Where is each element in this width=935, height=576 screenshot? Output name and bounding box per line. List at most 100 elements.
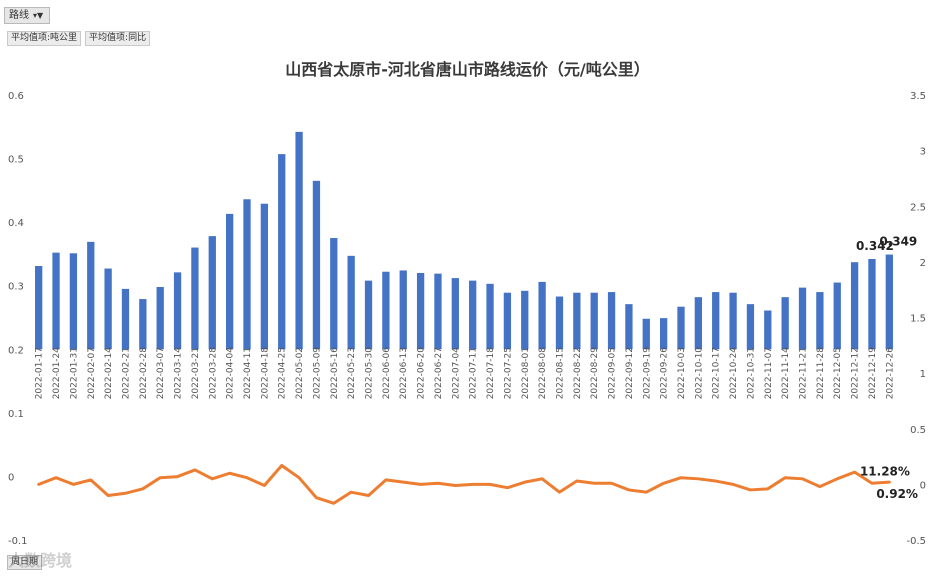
x-tick-label: 2022-12-12	[851, 347, 861, 399]
x-tick-label: 2022-12-26	[885, 347, 895, 400]
bar	[208, 236, 216, 350]
y-right-tick-label: 0.5	[910, 425, 926, 436]
y-left-tick-label: 0.5	[8, 155, 24, 166]
field-tags: 平均值项:吨公里 平均值项:同比	[7, 31, 151, 46]
x-tick-label: 2022-03-28	[208, 347, 218, 400]
y-left-tick-label: 0.3	[8, 282, 24, 293]
field-tag-yoy[interactable]: 平均值项:同比	[85, 31, 151, 46]
x-tick-label: 2022-07-18	[486, 347, 496, 400]
y-right-tick-label: 3.5	[910, 91, 926, 102]
bar	[781, 297, 789, 350]
data-label: 0.92%	[876, 487, 918, 501]
bar	[104, 268, 112, 350]
x-tick-label: 2022-05-09	[312, 347, 322, 400]
data-label: 11.28%	[860, 464, 910, 478]
bar	[694, 297, 703, 350]
x-tick-label: 2022-12-05	[833, 347, 843, 399]
field-tag-ton-km[interactable]: 平均值项:吨公里	[7, 31, 82, 46]
bar	[312, 180, 321, 350]
x-tick-label: 2022-01-24	[52, 347, 62, 400]
y-left-tick-label: 0	[8, 472, 14, 483]
x-tick-label: 2022-05-02	[295, 347, 305, 399]
bar	[486, 283, 494, 350]
bar	[121, 288, 130, 350]
y-right-tick-label: 1.5	[910, 314, 926, 325]
route-filter-label: 路线	[9, 10, 29, 21]
x-tick-label: 2022-06-13	[399, 347, 409, 399]
x-tick-label: 2022-06-27	[434, 347, 444, 399]
bar	[243, 199, 251, 350]
bar	[573, 292, 581, 350]
bar	[156, 286, 164, 350]
x-tick-label: 2022-09-12	[625, 347, 635, 399]
x-tick-label: 2022-06-20	[417, 347, 427, 400]
x-tick-label: 2022-04-25	[278, 347, 288, 399]
y-left-tick-label: 0.4	[8, 218, 24, 229]
y-right-tick-label: 2	[920, 258, 926, 269]
bar	[347, 255, 355, 350]
x-tick-label: 2022-08-29	[590, 347, 600, 400]
x-tick-label: 2022-07-11	[469, 347, 479, 399]
bar	[52, 252, 60, 350]
x-tick-label: 2022-08-08	[538, 347, 548, 400]
x-tick-label: 2022-10-03	[677, 347, 687, 399]
x-tick-label: 2022-02-28	[139, 347, 149, 400]
bar	[712, 292, 720, 350]
x-tick-label: 2022-07-04	[451, 347, 461, 400]
x-tick-label: 2022-05-30	[365, 347, 375, 400]
bar	[590, 292, 598, 350]
x-tick-label: 2022-07-25	[503, 347, 513, 399]
x-tick-label: 2022-10-10	[694, 347, 704, 400]
bar	[607, 292, 616, 350]
bar	[364, 280, 373, 350]
x-tick-label: 2022-01-17	[35, 347, 45, 399]
bar	[555, 296, 564, 350]
bar	[260, 203, 269, 350]
bar	[503, 292, 512, 350]
bar	[382, 271, 390, 350]
week-date-button[interactable]: 周日期	[7, 555, 43, 570]
bar	[850, 262, 859, 350]
bar	[746, 304, 755, 350]
x-tick-label: 2022-11-14	[781, 347, 791, 400]
x-tick-label: 2022-02-14	[104, 347, 114, 400]
bar	[35, 266, 43, 350]
x-tick-label: 2022-08-22	[573, 347, 583, 399]
x-tick-label: 2022-03-21	[191, 347, 201, 399]
bar	[278, 154, 286, 350]
bar	[69, 253, 78, 350]
x-tick-label: 2022-11-28	[816, 347, 826, 400]
x-tick-label: 2022-02-21	[121, 347, 131, 399]
x-tick-label: 2022-10-24	[729, 347, 739, 400]
x-tick-label: 2022-04-18	[260, 347, 270, 400]
chart-title: 山西省太原市-河北省唐山市路线运价（元/吨公里）	[285, 60, 650, 79]
bar	[868, 259, 876, 350]
x-tick-label: 2022-01-31	[69, 347, 79, 399]
bar	[295, 131, 303, 350]
x-tick-label: 2022-11-21	[799, 347, 809, 399]
x-tick-label: 2022-04-04	[226, 347, 236, 400]
x-tick-label: 2022-04-11	[243, 347, 253, 399]
bar	[225, 213, 234, 350]
x-tick-label: 2022-10-31	[746, 347, 756, 399]
x-tick-label: 2022-03-07	[156, 347, 166, 399]
bar	[885, 254, 893, 350]
x-tick-label: 2022-10-17	[712, 347, 722, 399]
yoy-line-series	[37, 463, 891, 505]
y-left-tick-label: 0.6	[8, 91, 24, 102]
bar	[434, 273, 442, 350]
filter-icon: ▾▼	[33, 11, 44, 20]
route-filter-button[interactable]: 路线 ▾▼	[4, 7, 51, 24]
bar	[798, 287, 807, 350]
y-right-tick-label: 2.5	[910, 202, 926, 213]
x-tick-label: 2022-08-15	[555, 347, 565, 399]
bar	[538, 281, 546, 350]
bar	[833, 282, 841, 350]
x-tick-label: 2022-11-07	[764, 347, 774, 399]
bar	[764, 310, 772, 350]
x-tick-label: 2022-03-14	[174, 347, 184, 400]
bar	[642, 318, 650, 350]
x-tick-label: 2022-09-26	[660, 347, 670, 400]
x-tick-label: 2022-09-05	[608, 347, 618, 399]
